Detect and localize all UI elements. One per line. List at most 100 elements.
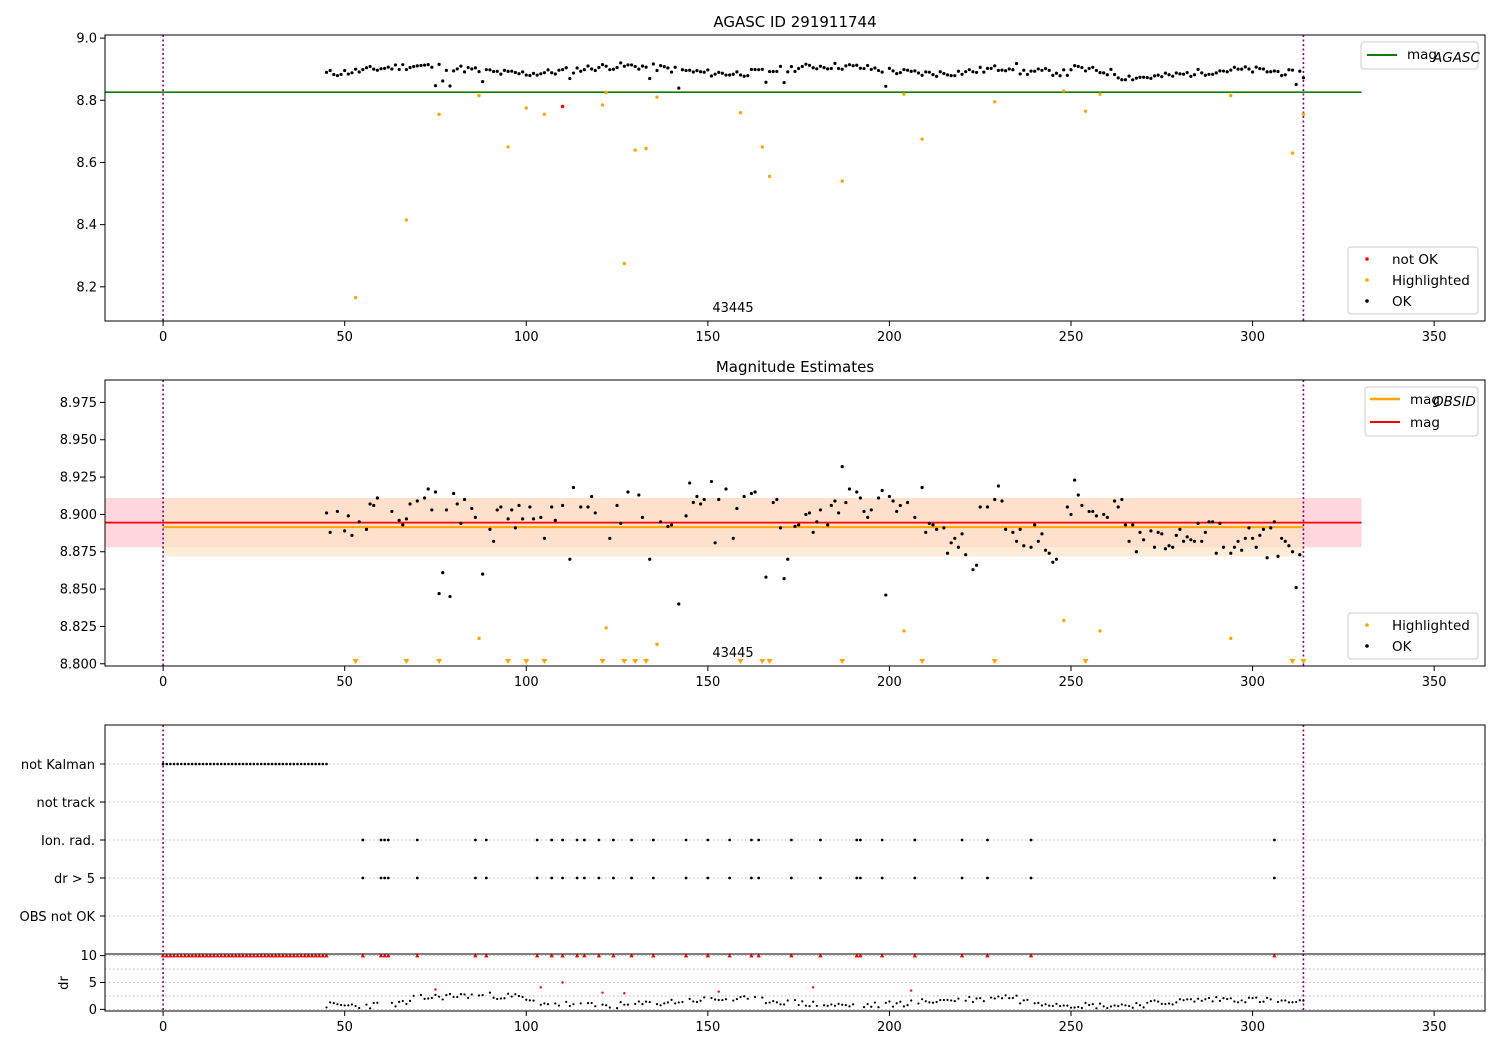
agasc-highlighted-point	[1229, 93, 1233, 98]
agasc-ok-point	[495, 69, 499, 73]
estimates-ok-point	[1149, 529, 1153, 533]
agasc-highlighted-point	[404, 218, 409, 222]
agasc-ok-point	[1232, 65, 1237, 69]
estimates-ok-point	[1029, 545, 1033, 549]
agasc-ok-point	[1200, 71, 1204, 75]
dr-capped-marker	[211, 953, 217, 958]
dr-ok-point	[1244, 1001, 1247, 1004]
dr-ok-point	[347, 1004, 350, 1007]
dr-ok-point	[579, 1002, 582, 1005]
flags-not-kalman-point	[259, 762, 263, 766]
flags-dr5-point	[913, 876, 917, 880]
estimates-ok-point	[691, 500, 695, 505]
estimates-ok-point	[448, 594, 452, 599]
estimates-ok-point	[717, 497, 721, 502]
estimates-ok-point	[462, 497, 467, 502]
agasc-ok-point	[528, 73, 532, 78]
dr-ok-point	[772, 1000, 775, 1003]
estimates-ytick-label: 8.875	[60, 545, 97, 560]
dr-capped-marker	[255, 953, 260, 958]
flags-not-kalman-point	[209, 762, 212, 766]
estimates-ok-point	[1163, 547, 1168, 551]
estimates-ok-point	[1171, 545, 1175, 549]
agasc-highlighted-point	[604, 90, 608, 95]
estimates-ok-point	[804, 512, 808, 517]
agasc-ok-point	[789, 65, 793, 69]
agasc-ok-point	[1094, 68, 1099, 73]
flags-dr5-point	[789, 876, 793, 880]
flags-dr5-point	[855, 876, 859, 880]
agasc-ok-point	[1138, 75, 1142, 79]
dr-capped-marker	[1028, 953, 1034, 958]
dr-ok-point	[365, 1003, 368, 1006]
agasc-ok-point	[1203, 73, 1207, 77]
estimates-ok-point	[688, 481, 692, 485]
dr-ok-point	[971, 1000, 975, 1004]
agasc-highlighted-point	[524, 106, 528, 110]
agasc-ok-point	[546, 68, 550, 72]
dr-ok-point	[953, 999, 956, 1003]
dr-ok-point	[1269, 998, 1272, 1001]
agasc-highlighted-point	[542, 112, 547, 116]
estimates-ok-point	[1200, 539, 1204, 543]
estimates-ok-point	[1261, 527, 1266, 531]
estimates-ok-point	[942, 526, 946, 530]
agasc-ok-point	[600, 63, 605, 67]
estimates-ok-point	[1087, 509, 1091, 514]
agasc-highlighted-point	[902, 92, 906, 96]
flags-ion-rad-point	[597, 838, 601, 842]
agasc-ok-point	[564, 66, 568, 70]
estimates-ok-point	[724, 487, 728, 491]
estimates-ytick-label: 8.900	[60, 508, 97, 523]
dr-capped-marker	[382, 953, 387, 958]
estimates-ok-point	[579, 505, 583, 509]
agasc-ok-point	[891, 69, 895, 73]
estimates-highlighted-point	[1098, 629, 1102, 633]
estimates-ok-point	[840, 465, 844, 469]
agasc-ok-point	[898, 71, 902, 75]
estimates-ok-point	[793, 524, 797, 528]
dr-capped-marker	[596, 953, 602, 958]
estimates-ok-point	[836, 511, 841, 515]
estimates-ok-point	[1069, 512, 1073, 517]
estimates-xtick-label: 250	[1059, 675, 1084, 690]
estimates-ok-point	[847, 487, 852, 491]
estimates-ok-point	[855, 490, 859, 494]
estimates-highlighted-point	[1062, 618, 1066, 623]
flags-dr5-point	[383, 876, 387, 880]
dr-capped-marker	[298, 953, 304, 958]
dr-capped-marker	[415, 953, 420, 958]
dr-capped-marker	[959, 953, 965, 958]
agasc-ok-point	[640, 64, 645, 68]
flags-not-kalman-point	[248, 762, 252, 766]
estimates-ok-point	[953, 536, 957, 540]
dr-capped-marker	[582, 953, 587, 958]
flags-dr5-point	[484, 876, 488, 880]
agasc-ok-point	[542, 71, 547, 75]
agasc-ok-point	[481, 80, 485, 84]
dr-ok-point	[1255, 996, 1258, 999]
dr-capped-marker	[749, 953, 754, 958]
agasc-ok-point	[1123, 78, 1128, 82]
estimates-ok-point	[640, 515, 645, 519]
agasc-ok-point	[361, 68, 365, 72]
agasc-ok-point	[1243, 65, 1247, 69]
agasc-ok-point	[1152, 74, 1157, 78]
agasc-ok-point	[462, 70, 467, 74]
estimates-ok-point	[408, 502, 412, 506]
agasc-ok-point	[575, 66, 579, 70]
dr-ok-point	[1193, 1000, 1196, 1003]
flags-not-kalman-point	[183, 762, 187, 766]
agasc-legend-label: Highlighted	[1392, 273, 1470, 289]
dr-ok-point	[743, 995, 746, 998]
dr-ok-point	[452, 995, 455, 999]
dr-ok-point	[837, 1002, 840, 1005]
agasc-legend-mag-text: mag	[1407, 47, 1437, 63]
dr-ok-point	[950, 999, 953, 1002]
estimates-ok-point	[343, 529, 347, 533]
flags-dr5-point	[386, 876, 390, 880]
agasc-ok-point	[691, 70, 695, 74]
agasc-ok-point	[1033, 69, 1037, 73]
flags-not-kalman-point	[245, 762, 248, 766]
estimates-lower-limit-marker	[436, 659, 443, 664]
